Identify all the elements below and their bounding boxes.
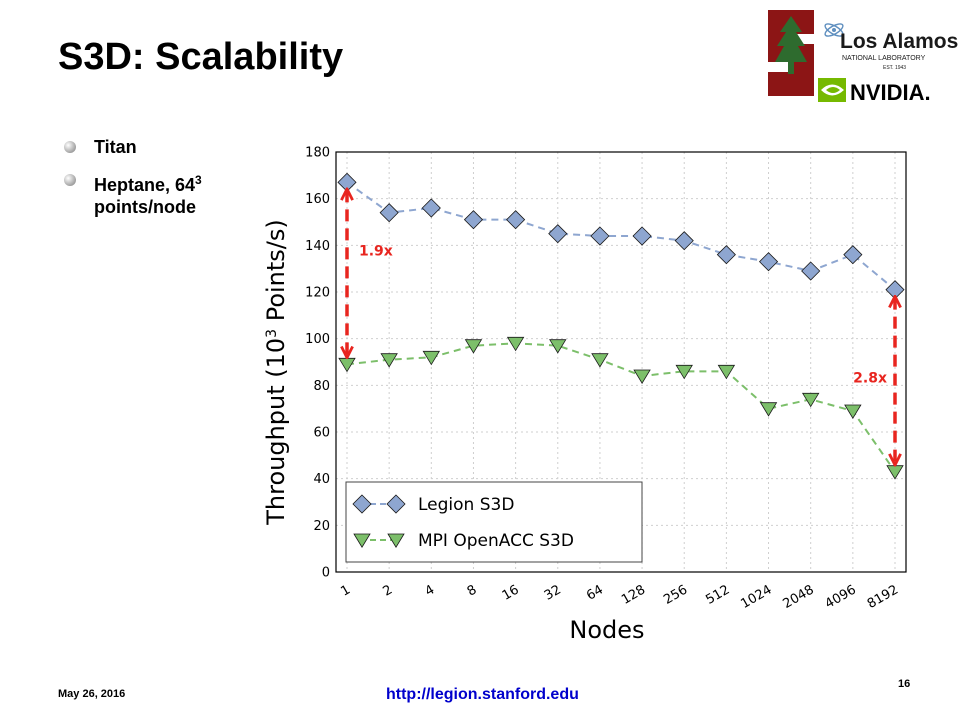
bullet-item-heptane: Heptane, 643 points/node [62, 169, 262, 218]
y-axis-label-sup: 3 [264, 329, 280, 338]
legend-marker [387, 533, 405, 548]
atom-icon [824, 23, 844, 37]
data-point-0 [506, 210, 526, 230]
nvidia-logo: NVIDIA. [818, 78, 931, 105]
footer-url-link[interactable]: http://legion.stanford.edu [386, 686, 579, 703]
data-point-1 [464, 339, 483, 354]
x-tick-label: 16 [500, 582, 522, 603]
x-tick-label: 1 [338, 582, 353, 599]
bullet-superscript: 3 [195, 173, 202, 187]
data-point-0 [885, 280, 905, 300]
ratio-label: 1.9x [359, 243, 393, 259]
x-tick-label: 32 [542, 582, 564, 603]
data-point-0 [379, 203, 399, 223]
bullet-item-titan: Titan [62, 136, 262, 158]
data-point-0 [843, 245, 863, 265]
data-point-0 [632, 226, 652, 246]
x-tick-label: 2048 [781, 582, 817, 612]
y-tick-label: 140 [305, 239, 330, 254]
data-point-1 [549, 339, 567, 354]
x-tick-label: 256 [661, 582, 690, 607]
x-tick-label: 512 [703, 582, 732, 607]
data-point-0 [548, 224, 568, 244]
nvidia-eye-icon [818, 78, 846, 102]
nvidia-wordmark: NVIDIA. [850, 80, 931, 105]
data-point-0 [758, 252, 779, 272]
data-point-0 [674, 231, 694, 251]
footer-date: May 26, 2016 [58, 688, 126, 700]
legend-marker [386, 494, 406, 514]
bullet-icon [64, 174, 76, 186]
data-point-0 [716, 245, 736, 265]
bullet-icon [64, 141, 76, 153]
data-point-1 [717, 364, 736, 380]
lanl-logo: Los Alamos NATIONAL LABORATORY EST. 1943 [824, 23, 958, 71]
y-tick-label: 100 [305, 332, 330, 347]
data-point-1 [844, 404, 862, 419]
data-point-0 [801, 261, 821, 281]
x-tick-label: 1024 [738, 582, 774, 612]
x-tick-label: 4 [423, 582, 438, 599]
ratio-label: 2.8x [853, 371, 887, 387]
data-point-1 [506, 336, 525, 352]
data-point-1 [633, 369, 651, 384]
y-tick-label: 80 [313, 379, 330, 394]
data-point-1 [886, 465, 904, 480]
y-tick-label: 120 [305, 286, 330, 301]
legend-marker [353, 533, 371, 548]
y-axis-label-rest: Points/s) [262, 219, 290, 329]
data-point-0 [590, 226, 610, 246]
data-point-1 [759, 402, 778, 417]
data-point-0 [463, 210, 484, 230]
y-tick-label: 160 [305, 192, 330, 207]
x-tick-label: 8192 [865, 582, 901, 612]
legend-label: MPI OpenACC S3D [418, 531, 574, 551]
series-line-1 [346, 342, 896, 473]
stanford-logo [768, 10, 814, 96]
data-point-1 [422, 350, 441, 366]
annotations: 1.9x 2.8x [347, 190, 895, 463]
bullet-text: Heptane, 64 [94, 175, 196, 195]
plot-frame [335, 151, 907, 573]
x-tick-label: 128 [619, 582, 648, 607]
legend: Legion S3D MPI OpenACC S3D [345, 481, 643, 563]
slide-title: S3D: Scalability [58, 36, 344, 78]
data-point-0 [421, 198, 441, 218]
y-tick-label: 180 [305, 146, 330, 161]
series-layer [337, 172, 905, 480]
bullet-text: Titan [94, 137, 137, 157]
sponsor-logos: Los Alamos NATIONAL LABORATORY EST. 1943… [768, 10, 958, 105]
legend-marker [352, 494, 372, 514]
scalability-chart: 1.9x 2.8x 0 20 40 60 80 100 120 140 160 180 1 2 4 8 16 3… [262, 146, 907, 644]
bullet-text-after: points/node [94, 197, 196, 217]
x-tick-label: 64 [584, 582, 606, 603]
lanl-name: Los Alamos [840, 30, 958, 53]
data-point-1 [380, 353, 398, 368]
y-tick-label: 40 [313, 472, 330, 487]
page-number: 16 [898, 678, 911, 690]
data-point-0 [337, 172, 357, 192]
x-tick-label: 8 [465, 582, 480, 599]
data-point-1 [338, 357, 356, 373]
lanl-subtitle: NATIONAL LABORATORY [842, 55, 926, 62]
x-tick-label: 4096 [823, 582, 859, 612]
y-tick-label: 0 [322, 566, 330, 581]
y-axis-label: Throughput (103 Points/s) [262, 219, 290, 526]
y-tick-label: 60 [313, 426, 330, 441]
bullet-list: Titan Heptane, 643 points/node [62, 136, 262, 229]
data-point-1 [675, 364, 693, 380]
x-axis-label: Nodes [569, 616, 644, 644]
lanl-est: EST. 1943 [883, 65, 906, 71]
data-point-1 [591, 353, 609, 368]
y-axis-label-main: Throughput (10 [262, 338, 290, 526]
y-tick-label: 20 [313, 519, 330, 534]
x-tick-label: 2 [380, 582, 395, 599]
data-point-1 [801, 392, 820, 408]
legend-label: Legion S3D [418, 495, 514, 515]
